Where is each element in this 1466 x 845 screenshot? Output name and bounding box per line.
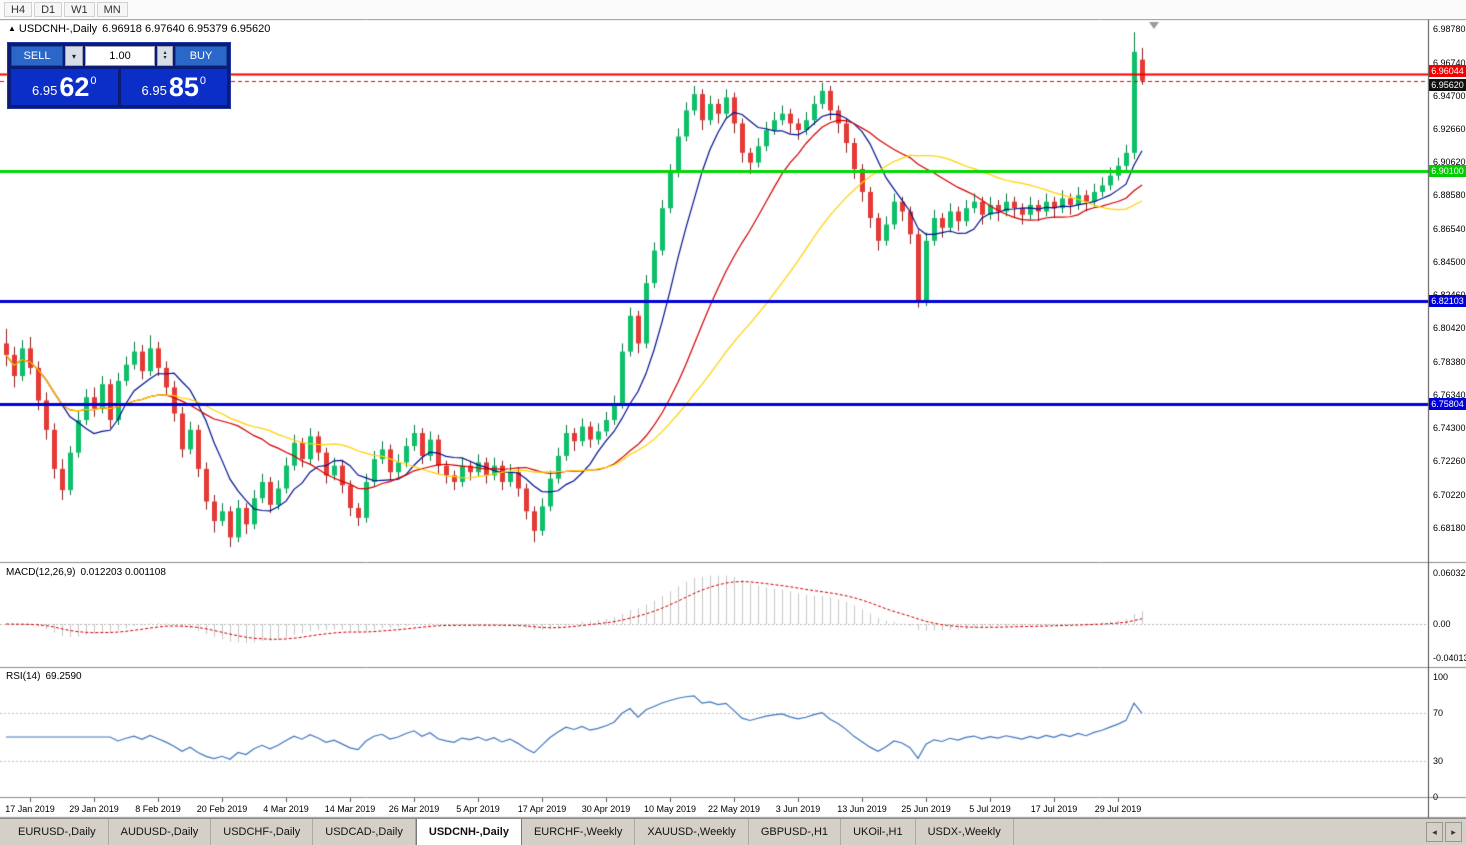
chart-symbol-label: USDCNH-,Daily [18, 23, 98, 35]
date-axis-label: 5 Jul 2019 [969, 804, 1011, 814]
tab-xauusd-weekly[interactable]: XAUUSD-,Weekly [635, 819, 749, 845]
price-axis-label: 6.72260 [1433, 456, 1466, 467]
date-axis-label: 17 Jul 2019 [1030, 804, 1078, 814]
chart-ohlc-values: 6.96918 6.97640 6.95379 6.95620 [102, 23, 271, 35]
tab-scroll-right-button[interactable]: ▸ [1445, 822, 1462, 842]
price-axis-label: 6.88580 [1433, 190, 1466, 201]
timeframe-d1-button[interactable]: D1 [34, 2, 63, 17]
date-axis-label: 29 Jul 2019 [1094, 804, 1142, 814]
buy-price-display[interactable]: 6.95 85 0 [120, 69, 227, 105]
price-axis-label: 6.96740 [1433, 57, 1466, 68]
sell-price-display[interactable]: 6.95 62 0 [11, 69, 118, 105]
date-axis-label: 4 Mar 2019 [263, 804, 309, 814]
chart-tab-bar: EURUSD-,Daily AUDUSD-,Daily USDCHF-,Daily U… [0, 818, 1466, 845]
resistance-line-badge: 6.96044 [1429, 64, 1466, 77]
date-axis-label: 17 Apr 2019 [517, 804, 567, 814]
date-axis-label: 25 Jun 2019 [901, 804, 951, 814]
stepper-down-icon: ▾ [163, 55, 167, 61]
price-axis-label: 6.78380 [1433, 356, 1466, 367]
price-axis-label: 6.68180 [1433, 522, 1466, 533]
macd-axis-label: 0.00 [1433, 619, 1451, 629]
rsi-axis-label: 30 [1433, 756, 1444, 766]
support-line-badge-green: 6.90100 [1429, 164, 1466, 177]
sell-price-main: 6.95 [32, 82, 58, 98]
buy-price-point: 0 [199, 75, 206, 87]
price-axis-label: 6.70220 [1433, 489, 1466, 500]
chart-title: ▲ USDCNH-,Daily 6.96918 6.97640 6.95379 6.… [8, 23, 270, 35]
rsi-axis-label: 0 [1433, 792, 1439, 802]
price-axis-label: 6.94700 [1433, 90, 1466, 101]
tab-eurchf-weekly[interactable]: EURCHF-,Weekly [522, 819, 636, 845]
date-axis-label: 3 Jun 2019 [775, 804, 821, 814]
price-axis-label: 6.74300 [1433, 423, 1466, 434]
symbol-marker-icon: ▲ [8, 24, 16, 33]
macd-axis-label: 0.060329 [1433, 568, 1466, 579]
volume-dropdown-button[interactable]: ▾ [65, 46, 83, 66]
price-axis-label: 6.86540 [1433, 223, 1466, 234]
date-axis-label: 20 Feb 2019 [196, 804, 248, 814]
sell-price-pips: 62 [59, 72, 90, 102]
buy-price-main: 6.95 [141, 82, 167, 98]
price-axis-label: 6.90620 [1433, 157, 1466, 168]
tab-usdcnh-daily[interactable]: USDCNH-,Daily [415, 819, 522, 845]
current-price-badge: 6.95620 [1429, 78, 1466, 91]
timeframe-toolbar: H4 D1 W1 MN [0, 0, 1466, 19]
date-axis-label: 26 Mar 2019 [388, 804, 440, 814]
date-axis-label: 10 May 2019 [643, 804, 697, 814]
tab-usdx-weekly[interactable]: USDX-,Weekly [916, 819, 1014, 845]
macd-values: 0.012203 0.001108 [80, 567, 166, 578]
price-axis-label: 6.98780 [1433, 24, 1466, 35]
timeframe-mn-button[interactable]: MN [96, 2, 128, 17]
volume-stepper[interactable]: ▴ ▾ [157, 46, 173, 66]
arrow-right-icon: ▸ [1451, 826, 1456, 837]
price-axis-label: 6.84500 [1433, 256, 1466, 267]
arrow-left-icon: ◂ [1432, 826, 1437, 837]
date-axis-label: 5 Apr 2019 [456, 804, 500, 814]
macd-axis-label: -0.040135 [1433, 652, 1466, 663]
price-axis-label: 6.92660 [1433, 124, 1466, 134]
date-axis-label: 8 Feb 2019 [135, 804, 181, 814]
tab-usdchf-daily[interactable]: USDCHF-,Daily [211, 819, 314, 845]
tab-scroll-left-button[interactable]: ◂ [1426, 822, 1443, 842]
chevron-down-icon: ▾ [71, 51, 76, 61]
macd-indicator-label: MACD(12,26,9) 0.012203 0.001108 [6, 567, 166, 578]
date-axis-label: 13 Jun 2019 [837, 804, 887, 814]
rsi-axis-label: 70 [1433, 708, 1444, 718]
date-axis-label: 14 Mar 2019 [324, 804, 376, 814]
rsi-axis-label: 100 [1433, 672, 1449, 682]
rsi-name: RSI(14) [6, 671, 41, 682]
price-axis-label: 6.80420 [1433, 323, 1466, 334]
date-axis-label: 17 Jan 2019 [5, 804, 55, 814]
tab-usdcad-daily[interactable]: USDCAD-,Daily [313, 819, 416, 845]
date-axis-label: 30 Apr 2019 [581, 804, 631, 814]
sell-button[interactable]: SELL [11, 46, 63, 66]
timeframe-w1-button[interactable]: W1 [64, 2, 95, 17]
sell-price-point: 0 [90, 75, 97, 87]
support-line-badge-blue-2: 6.75804 [1429, 397, 1466, 410]
macd-name: MACD(12,26,9) [6, 567, 76, 578]
tab-audusd-daily[interactable]: AUDUSD-,Daily [109, 819, 212, 845]
one-click-trading-panel: SELL ▾ ▴▾ BUY 6.95 62 0 6.95 85 0 [7, 42, 231, 109]
rsi-indicator-label: RSI(14) 69.2590 [6, 671, 82, 682]
buy-price-pips: 85 [168, 72, 199, 102]
timeframe-h4-button[interactable]: H4 [4, 2, 33, 17]
stepper-up-icon: ▴ [163, 50, 167, 56]
support-line-badge-blue-1: 6.82103 [1429, 295, 1466, 308]
tab-ukoil-h1[interactable]: UKOil-,H1 [841, 819, 916, 845]
chart-tabs: EURUSD-,Daily AUDUSD-,Daily USDCHF-,Daily U… [0, 819, 1014, 845]
price-axis-label: 6.76340 [1433, 389, 1466, 400]
buy-button[interactable]: BUY [175, 46, 227, 66]
date-axis-label: 22 May 2019 [707, 804, 761, 814]
date-axis-label: 29 Jan 2019 [69, 804, 119, 814]
tab-eurusd-daily[interactable]: EURUSD-,Daily [6, 819, 109, 845]
rsi-value: 69.2590 [45, 671, 82, 682]
tab-gbpusd-h1[interactable]: GBPUSD-,H1 [749, 819, 842, 845]
volume-input[interactable] [85, 46, 155, 66]
